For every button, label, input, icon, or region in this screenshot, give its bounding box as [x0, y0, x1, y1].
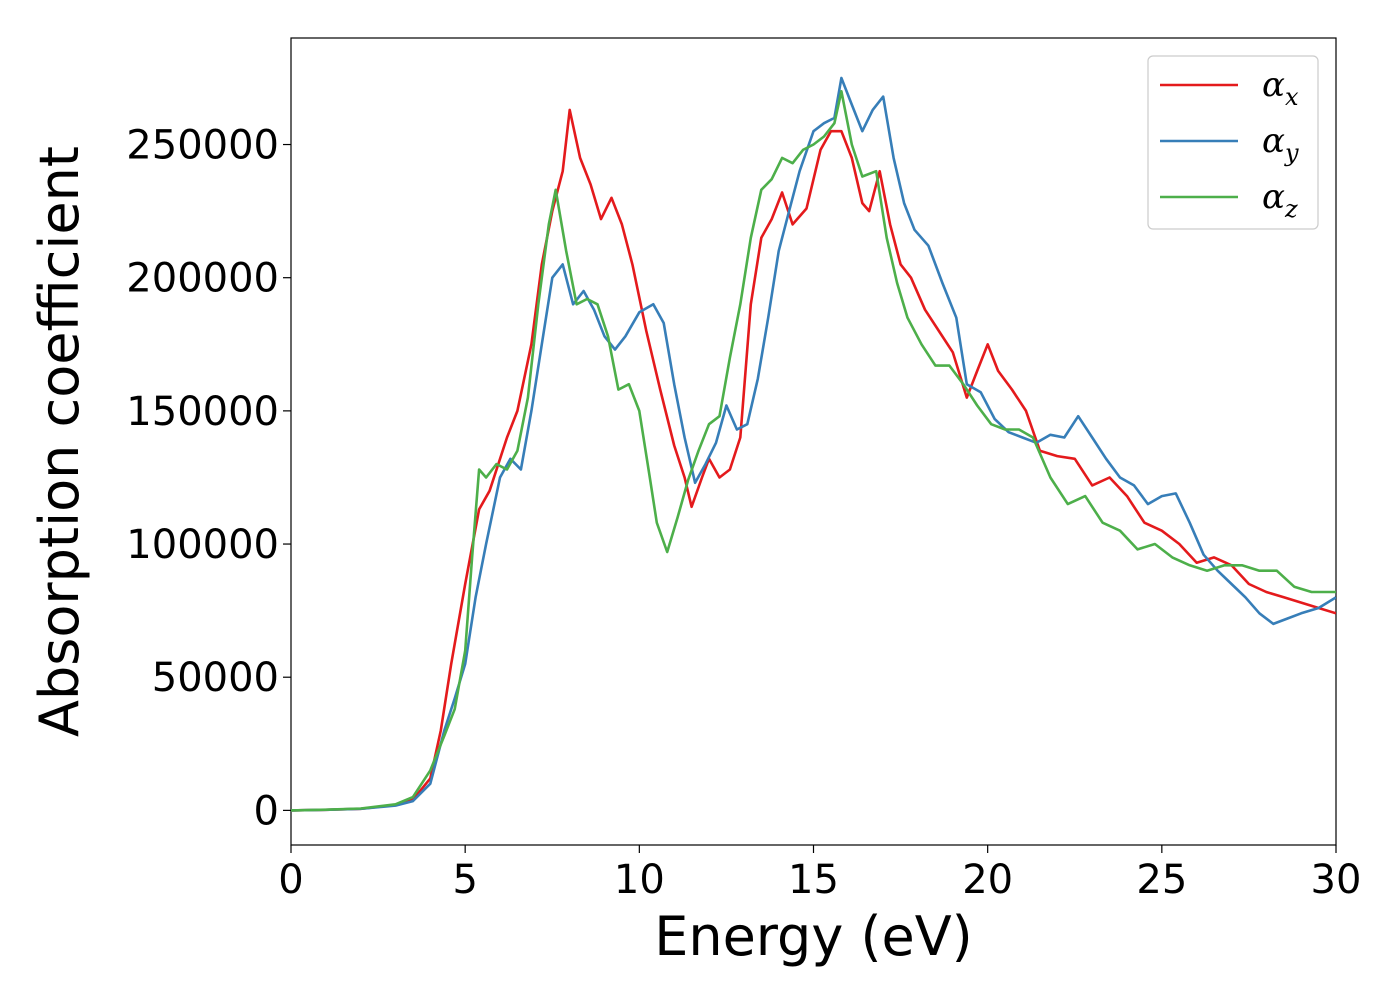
x-tick-label: 25: [1136, 857, 1187, 903]
x-tick-label: 0: [278, 857, 303, 903]
y-tick-label: 50000: [152, 655, 279, 701]
series-line-x: [291, 108, 1336, 812]
x-tick-label: 10: [614, 857, 665, 903]
series-line-y: [291, 76, 1336, 812]
legend-box: [1147, 55, 1319, 230]
x-tick-label: 20: [962, 857, 1013, 903]
x-tick-label: 5: [452, 857, 477, 903]
y-axis-label: Absorption coefficient: [28, 146, 91, 737]
x-tick-label: 30: [1311, 857, 1362, 903]
y-tick-label: 0: [254, 788, 279, 834]
x-axis-label: Energy (eV): [654, 905, 973, 968]
series-layer: [291, 76, 1336, 812]
series-line-z: [291, 90, 1336, 812]
x-tick-label: 15: [788, 857, 839, 903]
y-tick-label: 150000: [126, 389, 279, 435]
y-tick-label: 100000: [126, 522, 279, 568]
y-tick-label: 250000: [126, 123, 279, 169]
y-tick-label: 200000: [126, 256, 279, 302]
ticks-layer: 0 5 10 15 20 25 30 0 50000 100000 150000 200000 2500…: [126, 123, 1361, 903]
